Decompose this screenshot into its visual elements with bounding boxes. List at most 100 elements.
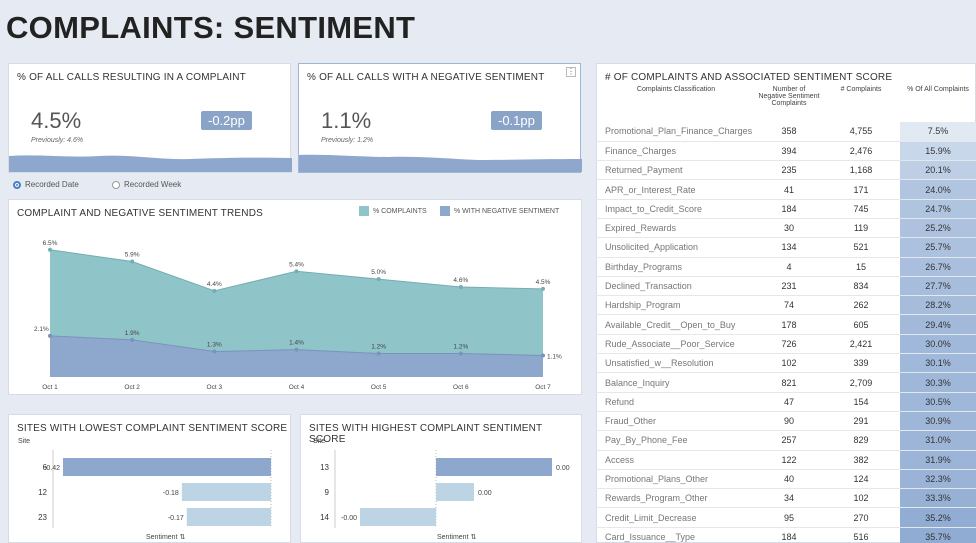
table-row[interactable]: Access 122 382 31.9% (596, 450, 976, 470)
kpi-negative-title: % OF ALL CALLS WITH A NEGATIVE SENTIMENT (307, 72, 545, 83)
legend-complaints-label: % COMPLAINTS (373, 207, 427, 215)
bar (63, 458, 271, 476)
cell-classification: Fraud_Other (596, 411, 756, 432)
highest-sites-axis-sentiment[interactable]: Sentiment ⇅ (437, 533, 476, 541)
cell-classification: Available_Credit__Open_to_Buy (596, 314, 756, 335)
complaints-table-title: # OF COMPLAINTS AND ASSOCIATED SENTIMENT… (605, 72, 893, 83)
highest-sites-xlabel: Sentiment (437, 534, 469, 541)
col-header-classification[interactable]: Complaints Classification (636, 86, 716, 93)
cell-classification: Credit_Limit_Decrease (596, 507, 756, 528)
cell-complaints: 2,421 (822, 334, 900, 355)
data-point (130, 337, 135, 342)
sort-icon: ⇅ (179, 534, 186, 541)
cell-complaints: 124 (822, 469, 900, 490)
table-row[interactable]: Rude_Associate__Poor_Service 726 2,421 30.0… (596, 334, 976, 355)
table-row[interactable]: Rewards_Program_Other 34 102 33.3% (596, 488, 976, 509)
table-row[interactable]: Returned_Payment 235 1,168 20.1% (596, 160, 976, 181)
complaints-table: Complaints Classification Number of Nega… (596, 86, 976, 543)
table-row[interactable]: APR_or_Interest_Rate 41 171 24.0% (596, 179, 976, 200)
data-point (294, 347, 299, 352)
legend-negative[interactable]: % WITH NEGATIVE SENTIMENT (440, 206, 559, 216)
lowest-sites-card[interactable]: SITES WITH LOWEST COMPLAINT SENTIMENT SC… (8, 414, 291, 543)
cell-pct: 7.5% (900, 122, 976, 142)
cell-negative: 821 (756, 372, 822, 393)
trend-chart[interactable]: 6.5% 5.9% 4.4% 5.4% 5.0% 4.6% 4.5% 2.1% 1.9% 1.3%… (8, 222, 582, 394)
cell-pct: 24.7% (900, 199, 976, 219)
lowest-sites-axis-sentiment[interactable]: Sentiment ⇅ (146, 533, 185, 541)
x-tick-label: Oct 6 (453, 384, 469, 391)
x-tick-label: Oct 2 (124, 384, 140, 391)
data-label: -0.42 (44, 465, 60, 472)
kpi-negative-previous: Previously: 1.2% (321, 137, 374, 144)
data-label: 5.9% (125, 252, 140, 259)
cell-classification: APR_or_Interest_Rate (596, 179, 756, 200)
cell-classification: Returned_Payment (596, 160, 756, 181)
col-header-negative[interactable]: Number of Negative Sentiment Complaints (758, 86, 820, 107)
cell-pct: 30.9% (900, 411, 976, 432)
kpi-complaint-title: % OF ALL CALLS RESULTING IN A COMPLAINT (17, 72, 246, 83)
more-options-icon[interactable]: ⋮ (566, 67, 576, 77)
x-tick-label: Oct 5 (371, 384, 387, 391)
table-row[interactable]: Unsatisfied_w__Resolution 102 339 30.1% (596, 353, 976, 374)
table-row[interactable]: Fraud_Other 90 291 30.9% (596, 411, 976, 432)
cell-complaints: 171 (822, 179, 900, 200)
recorded-week-label: Recorded Week (124, 180, 182, 189)
cell-negative: 257 (756, 430, 822, 451)
table-row[interactable]: Impact_to_Credit_Score 184 745 24.7% (596, 199, 976, 219)
table-row[interactable]: Finance_Charges 394 2,476 15.9% (596, 141, 976, 162)
highest-sites-card[interactable]: SITES WITH HIGHEST COMPLAINT SENTIMENT S… (300, 414, 582, 543)
kpi-negative-value: 1.1% (321, 108, 372, 133)
table-row[interactable]: Balance_Inquiry 821 2,709 30.3% (596, 372, 976, 393)
col-header-complaints[interactable]: # Complaints (840, 86, 882, 93)
table-row[interactable]: Card_Issuance__Type 184 516 35.7% (596, 527, 976, 543)
data-label: -0.00 (341, 515, 357, 522)
legend-complaints[interactable]: % COMPLAINTS (359, 206, 427, 216)
table-row[interactable]: Expired_Rewards 30 119 25.2% (596, 218, 976, 239)
bar (436, 483, 474, 501)
cell-pct: 20.1% (900, 160, 976, 181)
data-label: 1.1% (547, 353, 562, 360)
table-row[interactable]: Available_Credit__Open_to_Buy 178 605 29.4% (596, 314, 976, 335)
cell-classification: Rewards_Program_Other (596, 488, 756, 509)
table-row[interactable]: Declined_Transaction 231 834 27.7% (596, 276, 976, 297)
table-row[interactable]: Unsolicited_Application 134 521 25.7% (596, 237, 976, 258)
recorded-week-radio[interactable]: Recorded Week (112, 180, 181, 189)
kpi-complaint-previous: Previously: 4.6% (31, 137, 84, 144)
cell-complaints: 2,709 (822, 372, 900, 393)
kpi-complaint-card[interactable]: % OF ALL CALLS RESULTING IN A COMPLAINT … (8, 63, 292, 173)
cell-complaints: 829 (822, 430, 900, 451)
cell-pct: 24.0% (900, 179, 976, 200)
table-row[interactable]: Refund 47 154 30.5% (596, 392, 976, 412)
lowest-sites-chart[interactable]: 6-0.42 12 -0.18 23 -0.17 (9, 450, 292, 530)
table-row[interactable]: Birthday_Programs 4 15 26.7% (596, 257, 976, 277)
lowest-sites-title: SITES WITH LOWEST COMPLAINT SENTIMENT SC… (17, 423, 288, 434)
data-label: 4.5% (536, 279, 551, 286)
cell-negative: 235 (756, 160, 822, 181)
cell-pct: 30.0% (900, 334, 976, 355)
recorded-date-radio[interactable]: Recorded Date (13, 180, 79, 189)
table-row[interactable]: Pay_By_Phone_Fee 257 829 31.0% (596, 430, 976, 451)
cell-negative: 178 (756, 314, 822, 335)
col-header-pct[interactable]: % Of All Complaints (907, 86, 969, 93)
cell-complaints: 382 (822, 450, 900, 470)
cell-pct: 33.3% (900, 488, 976, 509)
lowest-sites-axis-site: Site (18, 438, 31, 445)
cell-negative: 184 (756, 199, 822, 219)
radio-unselected-icon (112, 180, 120, 189)
kpi-negative-delta: -0.1pp (491, 111, 542, 130)
highest-sites-chart[interactable]: 13 0.00 9 0.00 14 -0.00 (301, 450, 583, 530)
cell-negative: 122 (756, 450, 822, 470)
kpi-negative-card[interactable]: % OF ALL CALLS WITH A NEGATIVE SENTIMENT… (298, 63, 582, 173)
cell-complaints: 339 (822, 353, 900, 374)
table-row[interactable]: Promotional_Plan_Finance_Charges 358 4,755… (596, 122, 976, 142)
cell-classification: Rude_Associate__Poor_Service (596, 334, 756, 355)
table-row[interactable]: Promotional_Plans_Other 40 124 32.3% (596, 469, 976, 490)
table-row[interactable]: Credit_Limit_Decrease 95 270 35.2% (596, 507, 976, 528)
table-row[interactable]: Hardship_Program 74 262 28.2% (596, 295, 976, 316)
data-label: 2.1% (34, 326, 49, 333)
cell-negative: 726 (756, 334, 822, 355)
data-label: 1.3% (207, 342, 222, 349)
trend-chart-title: COMPLAINT AND NEGATIVE SENTIMENT TRENDS (17, 208, 263, 219)
bar (436, 458, 552, 476)
cell-negative: 47 (756, 392, 822, 412)
